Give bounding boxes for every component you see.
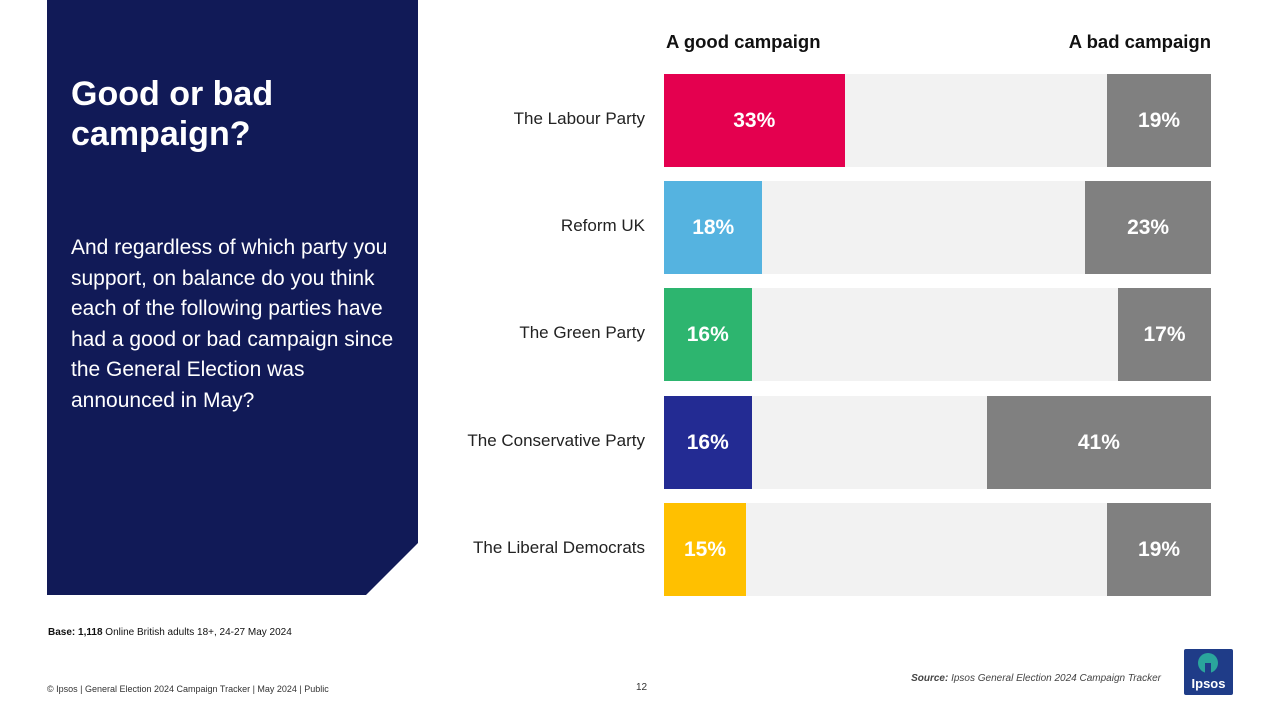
bar-good-label: 18%	[692, 215, 735, 239]
bar-bad: 17%	[1118, 288, 1211, 381]
title-panel: Good or bad campaign? And regardless of …	[47, 0, 418, 595]
base-count: 1,118	[78, 627, 103, 638]
bar-bad: 41%	[986, 396, 1211, 489]
header-bad-campaign: A bad campaign	[1068, 31, 1211, 52]
bar-good-label: 16%	[686, 322, 729, 346]
category-label: Reform UK	[560, 216, 645, 235]
bar-track: 16% 17%	[664, 288, 1211, 381]
logo-text: Ipsos	[1191, 676, 1226, 691]
bar-bad-label: 17%	[1143, 322, 1186, 346]
bar-good: 16%	[664, 396, 752, 489]
footer-text: © Ipsos | General Election 2024 Campaign…	[47, 684, 329, 694]
base-label: Base:	[48, 627, 76, 638]
ipsos-logo: Ipsos	[1184, 649, 1233, 695]
bar-bad-label: 23%	[1127, 215, 1170, 239]
bar-good-label: 15%	[684, 537, 727, 561]
source-label: Source:	[911, 673, 949, 684]
bar-bad-label: 41%	[1077, 430, 1120, 454]
bar-good: 18%	[664, 181, 763, 274]
category-label: The Labour Party	[513, 109, 645, 128]
bar-bad: 23%	[1085, 181, 1211, 274]
source-note: Source: Ipsos General Election 2024 Camp…	[911, 673, 1161, 684]
category-label: The Conservative Party	[467, 431, 645, 450]
bar-bad-label: 19%	[1138, 537, 1181, 561]
bar-good-label: 33%	[733, 108, 776, 132]
bar-bad: 19%	[1107, 503, 1211, 596]
bar-bad: 19%	[1107, 74, 1211, 167]
header-good-campaign: A good campaign	[666, 31, 821, 52]
bar-bad-label: 19%	[1138, 108, 1181, 132]
question-text: And regardless of which party you suppor…	[71, 236, 394, 412]
bar-track: 15% 19%	[664, 503, 1211, 596]
bar-track: 18% 23%	[664, 181, 1211, 274]
slide-title: Good or bad campaign?	[71, 75, 274, 153]
bar-track: 33% 19%	[664, 74, 1211, 167]
base-text: Online British adults 18+, 24-27 May 202…	[105, 627, 292, 638]
bar-good: 33%	[664, 74, 845, 167]
category-label: The Liberal Democrats	[473, 538, 645, 557]
bar-good: 15%	[664, 503, 747, 596]
bar-track: 16% 41%	[664, 396, 1211, 489]
category-label: The Green Party	[519, 323, 645, 342]
base-note: Base: 1,118 Online British adults 18+, 2…	[48, 627, 292, 638]
bar-good: 16%	[664, 288, 752, 381]
source-text: Ipsos General Election 2024 Campaign Tra…	[951, 673, 1161, 684]
bar-good-label: 16%	[686, 430, 729, 454]
page-number: 12	[636, 682, 648, 693]
